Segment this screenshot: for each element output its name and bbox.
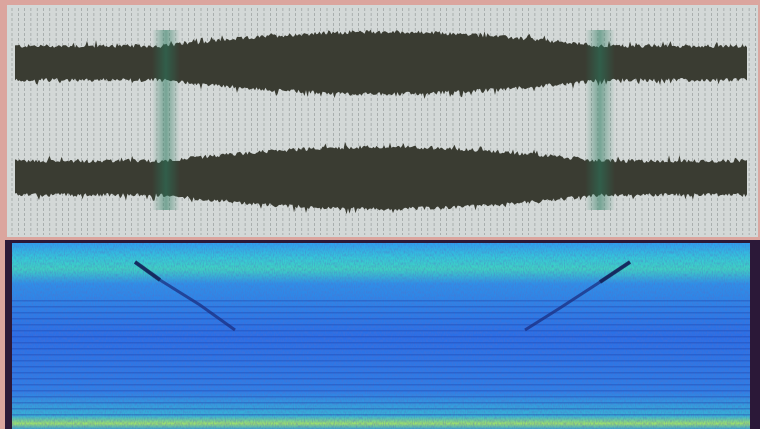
harmonic-band: [12, 402, 750, 404]
harmonic-band: [12, 348, 750, 350]
spectrogram-noise: [12, 243, 750, 429]
harmonic-band: [12, 360, 750, 362]
transition-marker: [152, 30, 180, 210]
harmonic-band: [12, 372, 750, 374]
harmonic-band: [12, 330, 750, 332]
harmonic-band: [12, 300, 750, 302]
waveform-channel-1: [15, 29, 747, 99]
harmonic-band: [12, 408, 750, 410]
harmonic-band: [12, 396, 750, 398]
waveform-channel-2: [15, 141, 747, 215]
harmonic-band: [12, 378, 750, 380]
spectrogram-harmonics: [12, 300, 750, 416]
sweep-up-core: [598, 260, 632, 284]
harmonic-band: [12, 414, 750, 416]
harmonic-band: [12, 366, 750, 368]
harmonic-band: [12, 342, 750, 344]
harmonic-band: [12, 324, 750, 326]
sweep-down-core: [133, 260, 162, 282]
transition-marker: [585, 30, 615, 210]
harmonic-band: [12, 354, 750, 356]
harmonic-band: [12, 384, 750, 386]
harmonic-band: [12, 318, 750, 320]
harmonic-band: [12, 336, 750, 338]
harmonic-band: [12, 306, 750, 308]
harmonic-band: [12, 390, 750, 392]
harmonic-band: [12, 312, 750, 314]
